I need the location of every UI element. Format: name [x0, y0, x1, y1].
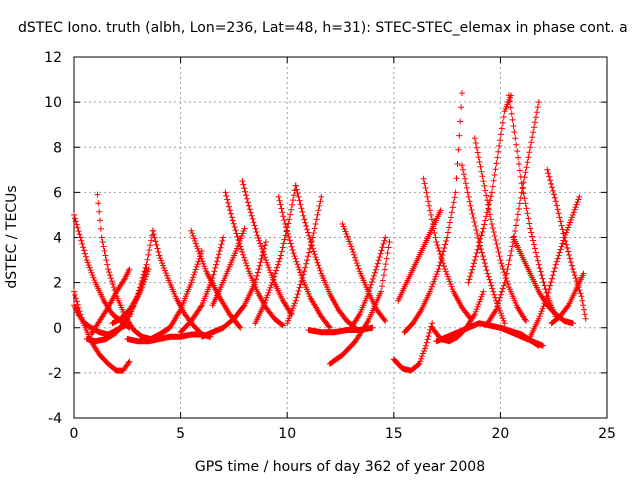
x-axis-label: GPS time / hours of day 362 of year 2008 [195, 459, 485, 475]
series-22-markers [339, 221, 389, 324]
series-24 [305, 324, 376, 336]
y-tick-label-4: 4 [53, 231, 62, 247]
series-1 [71, 288, 133, 374]
series-12-markers [177, 234, 227, 336]
series-39 [433, 320, 542, 349]
series-31-markers [465, 92, 515, 286]
series-34-markers [505, 92, 559, 320]
series-28-markers [420, 175, 474, 322]
series-38 [548, 270, 587, 327]
series-36 [527, 193, 583, 340]
series-16-markers [198, 239, 269, 340]
series-10-markers [156, 248, 205, 338]
y-tick-label-3: 2 [53, 276, 62, 292]
series-22 [339, 221, 389, 324]
series-32-markers [471, 135, 529, 324]
series-30 [459, 162, 508, 327]
series-36-markers [527, 193, 583, 340]
y-tick-label-5: 6 [53, 185, 62, 201]
series-18-markers [275, 193, 333, 331]
series-12 [177, 234, 227, 336]
series-17-markers [252, 182, 299, 327]
series-40-markers [497, 324, 546, 349]
series-4 [88, 266, 133, 338]
series-27 [401, 90, 465, 336]
series-11-markers [188, 227, 244, 331]
series-7 [126, 227, 156, 320]
series-9 [124, 331, 205, 345]
series-20 [284, 193, 325, 327]
series-10 [156, 248, 205, 338]
series-8 [149, 227, 214, 340]
series-28 [420, 175, 474, 322]
series-26-markers [395, 207, 444, 304]
x-tick-label-0: 0 [70, 426, 79, 442]
series-25-markers [390, 320, 436, 374]
series-20-markers [284, 193, 325, 327]
y-tick-label-7: 10 [44, 95, 62, 111]
x-tick-label-1: 5 [176, 426, 185, 442]
x-axis-ticks: 0 5 10 15 20 25 [70, 57, 616, 442]
series-30-markers [459, 162, 508, 327]
series-27-markers [401, 90, 465, 336]
series-39-markers [433, 320, 542, 349]
series-38-markers [548, 270, 587, 327]
series-7-markers [126, 227, 156, 320]
series-19 [292, 182, 359, 331]
y-axis-ticks: -4 -2 0 2 4 6 8 10 12 [44, 50, 607, 427]
data-points [71, 90, 589, 374]
y-tick-label-2: 0 [53, 321, 62, 337]
x-tick-label-3: 15 [385, 426, 403, 442]
series-11 [188, 227, 244, 331]
series-16 [198, 239, 269, 340]
series-8-markers [149, 227, 214, 340]
series-19-markers [292, 182, 359, 331]
series-15 [239, 178, 295, 318]
series-32 [471, 135, 529, 324]
series-9-markers [124, 331, 205, 345]
series-15-markers [239, 178, 295, 318]
series-17 [252, 182, 299, 327]
series-25 [390, 320, 436, 374]
series-4-markers [88, 266, 133, 338]
y-tick-label-0: -4 [48, 411, 62, 427]
y-axis-label: dSTEC / TECUs [4, 185, 20, 288]
series-24-markers [305, 324, 376, 336]
series-31 [465, 92, 515, 286]
series-40 [497, 324, 546, 349]
y-tick-label-1: -2 [48, 366, 62, 382]
series-1-markers [71, 288, 133, 374]
series-18 [275, 193, 333, 331]
x-tick-label-4: 20 [491, 426, 509, 442]
y-tick-label-8: 12 [44, 50, 62, 66]
x-tick-label-5: 25 [598, 426, 616, 442]
y-tick-label-6: 8 [53, 140, 62, 156]
x-tick-label-2: 10 [278, 426, 296, 442]
chart-title: dSTEC Iono. truth (albh, Lon=236, Lat=48… [18, 20, 628, 36]
series-26 [395, 207, 444, 304]
series-34 [505, 92, 559, 320]
grid-lines [74, 57, 607, 418]
